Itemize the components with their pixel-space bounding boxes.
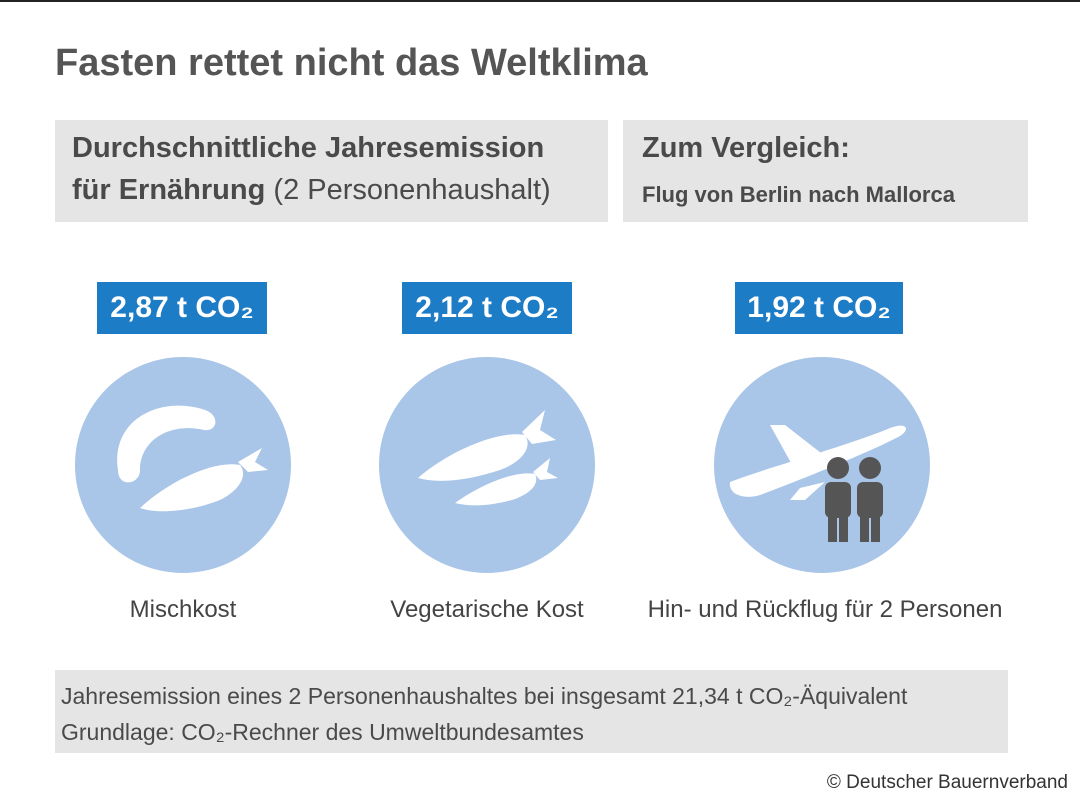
- caption: Vegetarische Kost: [390, 596, 584, 623]
- copyright: © Deutscher Bauernverband: [826, 772, 1068, 793]
- panel-subheading: Flug von Berlin nach Mallorca: [642, 182, 955, 207]
- panel: Durchschnittliche Jahresemission für Ern…: [55, 120, 608, 222]
- caption: Mischkost: [129, 596, 237, 623]
- footer-box: Jahresemission eines 2 Personenhaushalte…: [55, 670, 1008, 753]
- food-icons: [117, 405, 558, 512]
- plane-icon: [729, 425, 907, 542]
- footer-line: Jahresemission eines 2 Personenhaushalte…: [61, 683, 908, 709]
- panel-text: (2 Personenhaushalt): [273, 174, 551, 206]
- panel: Zum Vergleich: Flug von Berlin nach Mall…: [623, 120, 1028, 222]
- panel-heading: Durchschnittliche Jahresemission: [72, 132, 545, 164]
- panel-text: für Ernährung: [72, 174, 266, 206]
- panel-subheading: für Ernährung (2 Personenhaushalt): [72, 174, 551, 207]
- value-label: 2,12 t CO₂: [402, 282, 572, 334]
- footer-line: Grundlage: CO₂-Rechner des Umweltbundesa…: [61, 719, 584, 745]
- caption: Hin- und Rückflug für 2 Personen: [647, 596, 1003, 623]
- value-label: 2,87 t CO₂: [97, 282, 267, 334]
- top-rule: [0, 0, 1080, 2]
- title: Fasten rettet nicht das Weltklima: [55, 42, 648, 84]
- value-label: 1,92 t CO₂: [735, 282, 903, 334]
- panel-heading: Zum Vergleich:: [642, 132, 850, 164]
